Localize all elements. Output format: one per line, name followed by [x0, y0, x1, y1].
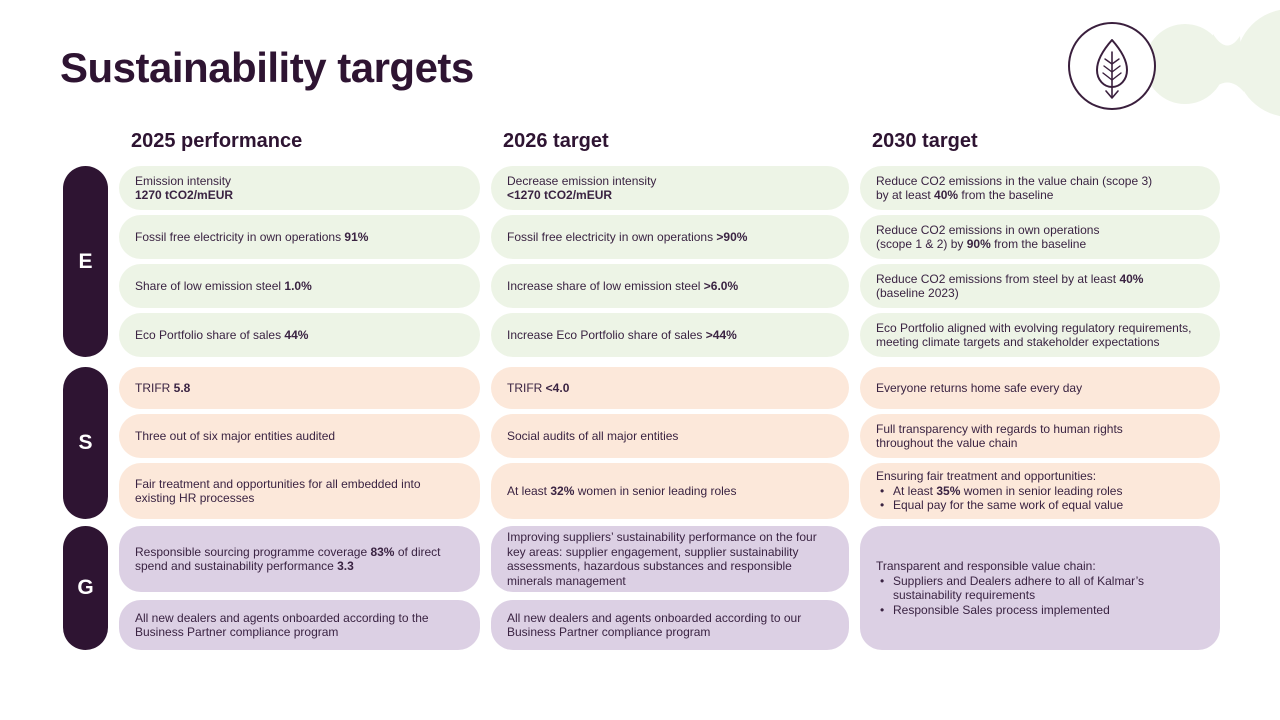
s-row1-2030-cell: Everyone returns home safe every day: [860, 367, 1220, 409]
e-row4-2030-cell: Eco Portfolio aligned with evolving regu…: [860, 313, 1220, 357]
section-social: S TRIFR 5.8 TRIFR <4.0 Everyone returns …: [63, 367, 1220, 519]
g-row1-2025-cell: Responsible sourcing programme coverage …: [119, 526, 480, 592]
s-row3-2025-cell: Fair treatment and opportunities for all…: [119, 463, 480, 519]
header-spacer: [63, 129, 108, 153]
g-row1-2026-cell: Improving suppliers’ sustainability perf…: [491, 526, 849, 592]
s-row1-2025-cell: TRIFR 5.8: [119, 367, 480, 409]
section-label-s: S: [63, 367, 108, 519]
e-row1-2026-cell: Decrease emission intensity <1270 tCO2/mE…: [491, 166, 849, 210]
column-header-2030-target: 2030 target: [872, 130, 978, 152]
section-label-e: E: [63, 166, 108, 357]
s-row2-2026-cell: Social audits of all major entities: [491, 414, 849, 458]
page-title: Sustainability targets: [60, 44, 474, 91]
e-row3-2030-cell: Reduce CO2 emissions from steel by at le…: [860, 264, 1220, 308]
s-row3-2030-cell: Ensuring fair treatment and opportunitie…: [860, 463, 1220, 519]
e-row2-2025-cell: Fossil free electricity in own operation…: [119, 215, 480, 259]
e-row3-2026-cell: Increase share of low emission steel >6.…: [491, 264, 849, 308]
column-header-2026-target: 2026 target: [503, 130, 609, 152]
e-row4-2025-cell: Eco Portfolio share of sales 44%: [119, 313, 480, 357]
targets-table: 2025 performance 2026 target 2030 target…: [63, 129, 1220, 660]
g-row2-2026-cell: All new dealers and agents onboarded acc…: [491, 600, 849, 650]
section-governance: G Responsible sourcing programme coverag…: [63, 526, 1220, 650]
e-row4-2026-cell: Increase Eco Portfolio share of sales >4…: [491, 313, 849, 357]
green-blob-decoration: [1145, 9, 1280, 117]
s-row2-2030-cell: Full transparency with regards to human …: [860, 414, 1220, 458]
s-row1-2026-cell: TRIFR <4.0: [491, 367, 849, 409]
e-row1-2030-cell: Reduce CO2 emissions in the value chain …: [860, 166, 1220, 210]
column-header-2025-performance: 2025 performance: [131, 130, 303, 152]
g-row2-2025-cell: All new dealers and agents onboarded acc…: [119, 600, 480, 650]
section-environment: E Emission intensity 1270 tCO2/mEUR Decre…: [63, 166, 1220, 357]
e-row3-2025-cell: Share of low emission steel 1.0%: [119, 264, 480, 308]
g-2030-cell: Transparent and responsible value chain:…: [860, 526, 1220, 650]
s-row2-2025-cell: Three out of six major entities audited: [119, 414, 480, 458]
e-row2-2030-cell: Reduce CO2 emissions in own operations (s…: [860, 215, 1220, 259]
leaf-icon: [1068, 22, 1156, 110]
e-row1-2025-cell: Emission intensity 1270 tCO2/mEUR: [119, 166, 480, 210]
section-label-g: G: [63, 526, 108, 650]
e-row2-2026-cell: Fossil free electricity in own operation…: [491, 215, 849, 259]
header-decoration: [1068, 9, 1280, 117]
column-headers: 2025 performance 2026 target 2030 target: [63, 129, 1220, 153]
s-row3-2026-cell: At least 32% women in senior leading rol…: [491, 463, 849, 519]
